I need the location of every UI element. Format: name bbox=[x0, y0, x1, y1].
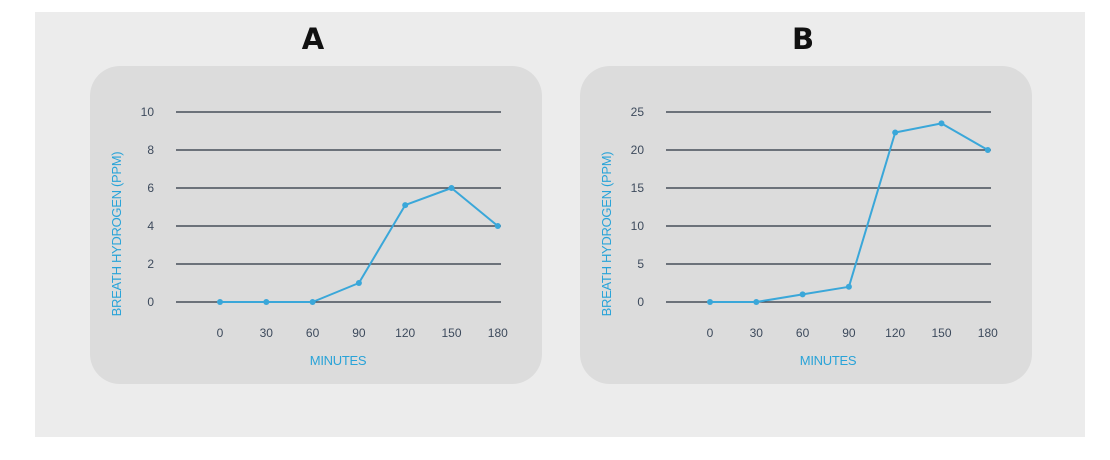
data-point bbox=[355, 280, 362, 286]
x-tick-label: 120 bbox=[885, 326, 905, 340]
data-point bbox=[938, 120, 945, 127]
x-tick-label: 0 bbox=[707, 326, 714, 340]
x-tick-label: 180 bbox=[488, 326, 508, 340]
y-tick-label: 8 bbox=[147, 143, 154, 157]
x-tick-label: 0 bbox=[217, 326, 224, 340]
y-tick-label: 5 bbox=[637, 257, 644, 271]
chart-b: 0 5 10 15 20 25 0 30 60 90 120 150 180 MINUTES BREATH … bbox=[599, 105, 998, 368]
y-tick-label: 0 bbox=[147, 295, 154, 309]
x-tick-label: 90 bbox=[842, 326, 856, 340]
x-tick-label: 30 bbox=[260, 326, 274, 340]
data-point bbox=[494, 223, 501, 229]
data-point bbox=[984, 147, 991, 153]
data-point bbox=[448, 185, 455, 191]
y-axis-label: BREATH HYDROGEN (PPM) bbox=[109, 152, 124, 317]
chart-card-b: 0 5 10 15 20 25 0 30 60 90 120 150 180 MINUTES BREATH … bbox=[580, 66, 1032, 384]
x-axis-label: MINUTES bbox=[310, 353, 367, 368]
data-point bbox=[402, 202, 409, 209]
chart-card-a: 0 2 4 6 8 10 0 30 60 90 120 150 180 MINUTES BREATH HYD… bbox=[90, 66, 542, 384]
data-point bbox=[892, 129, 899, 136]
x-tick-label: 150 bbox=[931, 326, 951, 340]
y-tick-label: 0 bbox=[637, 295, 644, 309]
data-point bbox=[707, 299, 713, 305]
x-tick-label: 150 bbox=[441, 326, 461, 340]
data-point bbox=[263, 299, 270, 305]
x-tick-label: 180 bbox=[978, 326, 998, 340]
y-tick-label: 10 bbox=[631, 219, 645, 233]
data-point bbox=[845, 283, 852, 290]
data-point bbox=[799, 291, 806, 298]
x-tick-label: 60 bbox=[796, 326, 810, 340]
x-tick-label: 90 bbox=[352, 326, 366, 340]
data-point bbox=[217, 299, 223, 305]
data-point bbox=[753, 299, 760, 305]
chart-a: 0 2 4 6 8 10 0 30 60 90 120 150 180 MINUTES BREATH HYD… bbox=[109, 105, 508, 368]
y-axis-label: BREATH HYDROGEN (PPM) bbox=[599, 152, 614, 317]
data-point bbox=[309, 299, 316, 305]
x-tick-label: 120 bbox=[395, 326, 415, 340]
y-tick-label: 15 bbox=[631, 181, 645, 195]
panel-b-label: B bbox=[791, 22, 815, 56]
y-tick-label: 4 bbox=[147, 219, 154, 233]
panel-a-label: A bbox=[301, 22, 325, 56]
y-tick-label: 2 bbox=[147, 257, 154, 271]
x-tick-label: 30 bbox=[750, 326, 764, 340]
x-tick-label: 60 bbox=[306, 326, 320, 340]
x-axis-label: MINUTES bbox=[800, 353, 857, 368]
y-tick-label: 10 bbox=[141, 105, 155, 119]
y-tick-label: 20 bbox=[631, 143, 645, 157]
y-tick-label: 6 bbox=[147, 181, 154, 195]
y-tick-label: 25 bbox=[631, 105, 645, 119]
